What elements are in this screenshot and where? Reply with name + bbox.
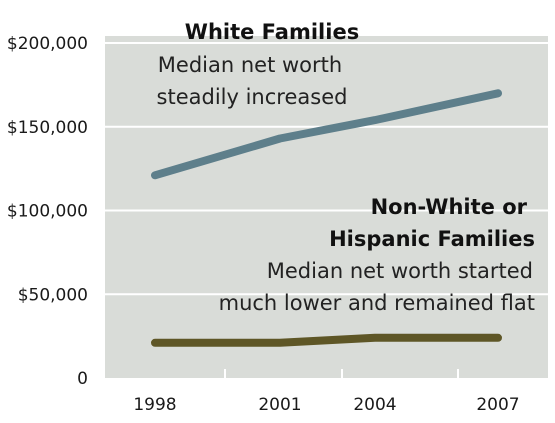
white-families-note-line-2: steadily increased [157,85,348,109]
series-lines [151,89,502,347]
x-axis: 1998 2001 2004 2007 [133,395,519,415]
x-tick-label: 2004 [353,395,396,415]
y-tick-label: $100,000 [7,202,88,222]
white-families-line [151,89,502,180]
x-tick-label: 1998 [133,395,176,415]
non-white-families-title-line-1: Non-White or [371,195,528,219]
plot-background [105,36,548,378]
x-tick-label: 2001 [258,395,301,415]
y-tick-label: $50,000 [18,285,88,305]
non-white-families-note-line-2: much lower and remained flat [219,291,535,315]
non-white-families-title-line-2: Hispanic Families [329,227,535,251]
non-white-families-note-line-1: Median net worth started [267,259,533,283]
x-tick-label: 2007 [476,395,519,415]
non-white-families-line [151,333,502,347]
y-tick-label: $200,000 [7,34,88,54]
white-families-title: White Families [185,20,359,44]
y-tick-label: $150,000 [7,118,88,138]
y-axis: 0 $50,000 $100,000 $150,000 $200,000 [7,34,88,389]
white-families-note-line-1: Median net worth [158,53,342,77]
y-tick-label: 0 [77,369,88,389]
